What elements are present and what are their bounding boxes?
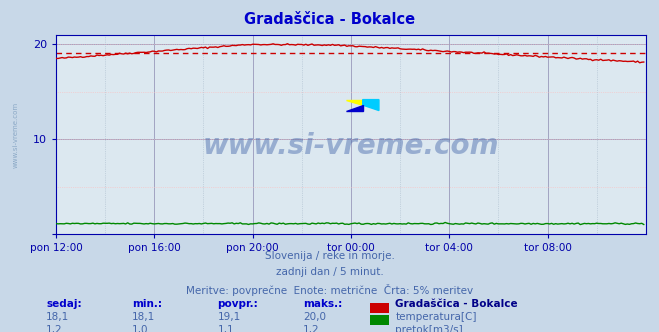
Text: 20,0: 20,0 <box>303 312 326 322</box>
Text: 1,2: 1,2 <box>46 325 63 332</box>
Text: temperatura[C]: temperatura[C] <box>395 312 477 322</box>
Text: www.si-vreme.com: www.si-vreme.com <box>13 101 19 168</box>
Text: 19,1: 19,1 <box>217 312 241 322</box>
Text: sedaj:: sedaj: <box>46 299 82 309</box>
Text: 18,1: 18,1 <box>46 312 69 322</box>
Text: povpr.:: povpr.: <box>217 299 258 309</box>
Text: Slovenija / reke in morje.: Slovenija / reke in morje. <box>264 251 395 261</box>
Text: zadnji dan / 5 minut.: zadnji dan / 5 minut. <box>275 267 384 277</box>
Text: 18,1: 18,1 <box>132 312 155 322</box>
Text: pretok[m3/s]: pretok[m3/s] <box>395 325 463 332</box>
Text: 1,0: 1,0 <box>132 325 148 332</box>
Polygon shape <box>362 100 379 111</box>
Polygon shape <box>347 105 362 111</box>
Text: min.:: min.: <box>132 299 162 309</box>
Text: 1,1: 1,1 <box>217 325 234 332</box>
Text: Gradaščica - Bokalce: Gradaščica - Bokalce <box>244 12 415 27</box>
Polygon shape <box>347 100 362 105</box>
Text: Meritve: povprečne  Enote: metrične  Črta: 5% meritev: Meritve: povprečne Enote: metrične Črta:… <box>186 284 473 296</box>
Text: www.si-vreme.com: www.si-vreme.com <box>203 132 499 160</box>
Text: maks.:: maks.: <box>303 299 343 309</box>
Text: 1,2: 1,2 <box>303 325 320 332</box>
Text: Gradaščica - Bokalce: Gradaščica - Bokalce <box>395 299 518 309</box>
